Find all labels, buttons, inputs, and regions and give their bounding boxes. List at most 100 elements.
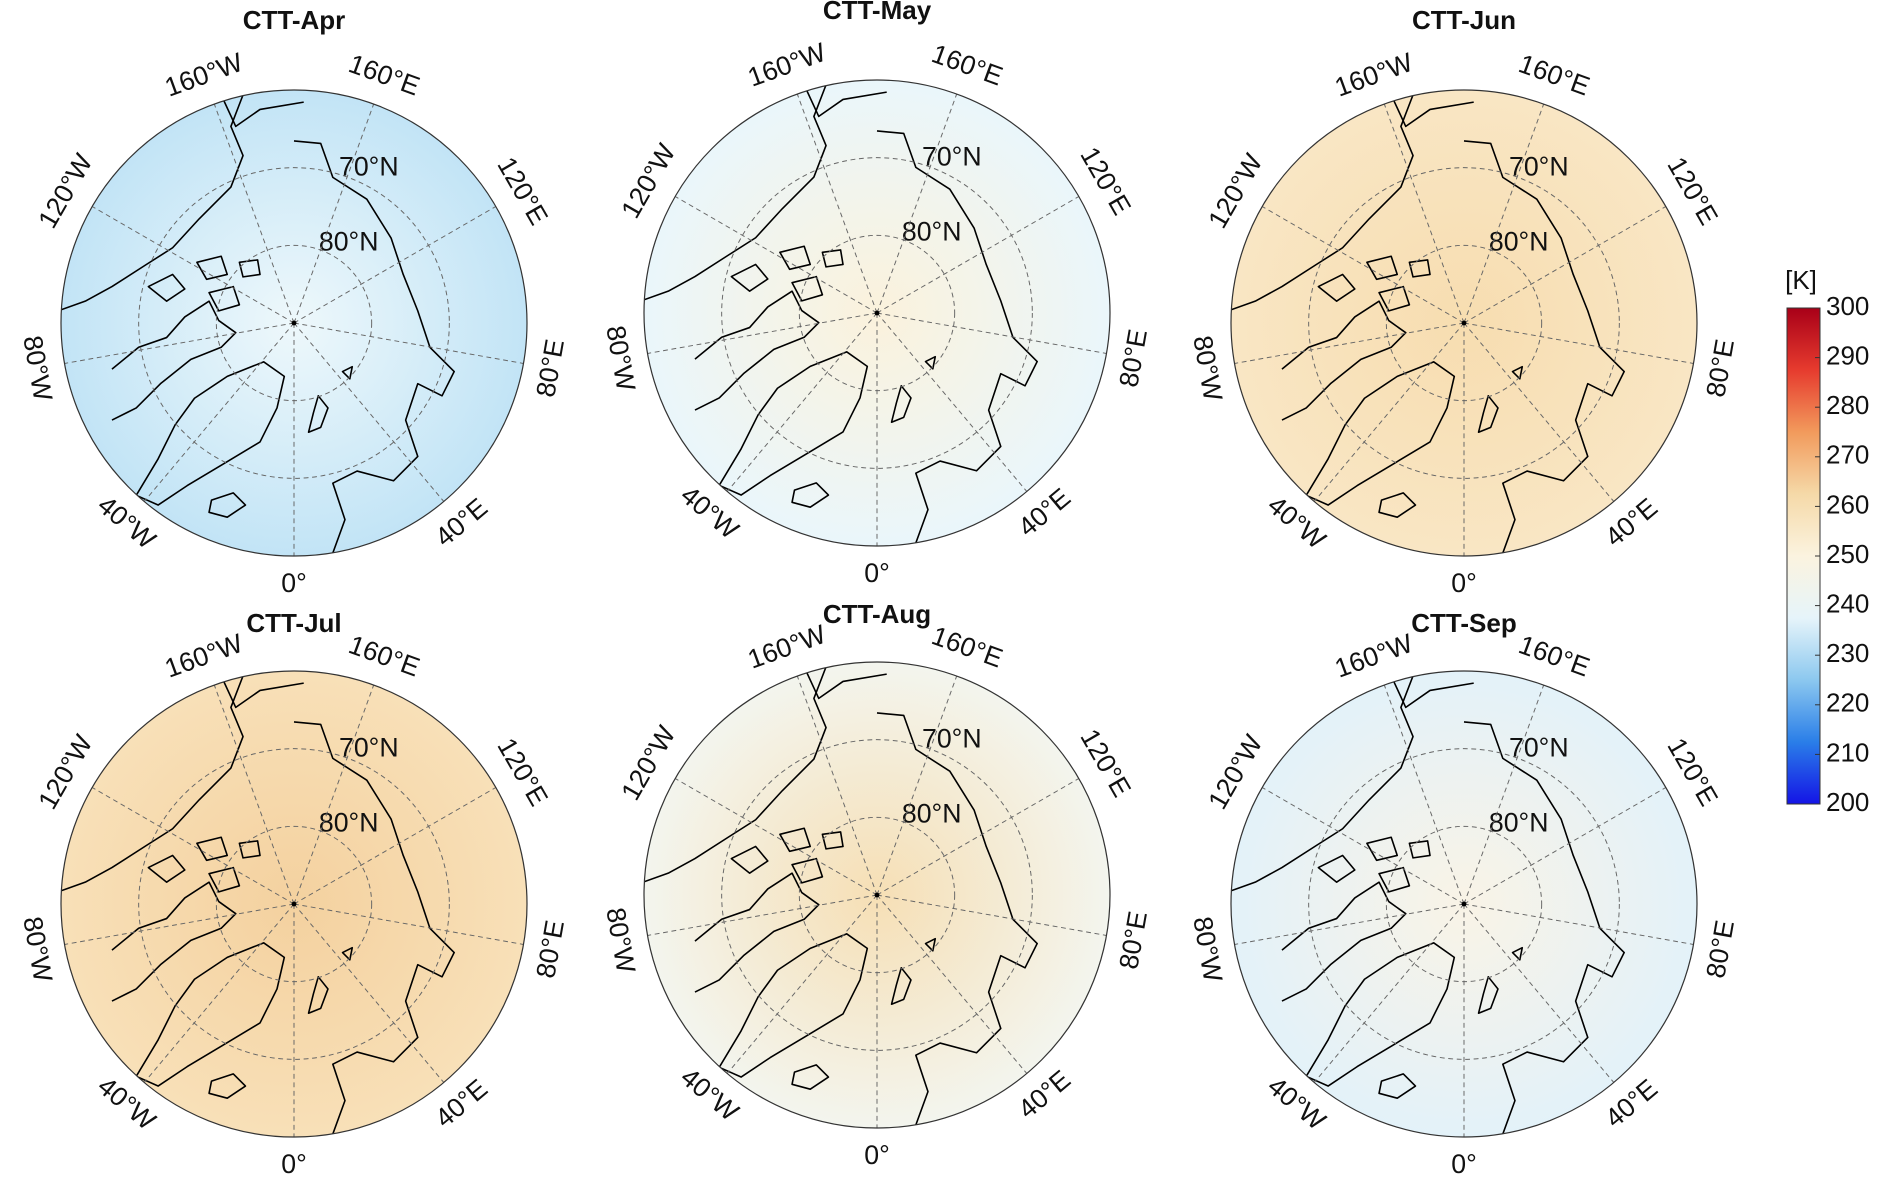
map-boundary [1230, 89, 1698, 557]
meridian-grid-line [293, 322, 445, 502]
map-area [61, 671, 527, 1137]
parallel-label: 80°N [1489, 807, 1549, 837]
parallel-label: 70°N [339, 732, 399, 762]
panel-title: CTT-Jun [1412, 5, 1516, 35]
parallel-grid-line [1308, 748, 1620, 1060]
meridian-label: 160°E [1515, 48, 1594, 101]
meridian-grid-line [143, 903, 295, 1083]
colorbar-tick-label: 300 [1826, 291, 1869, 321]
colorbar-tick-label: 210 [1826, 737, 1869, 767]
meridian-label: 0° [281, 568, 307, 598]
panel-title: CTT-Aug [823, 599, 931, 629]
panel-title: CTT-May [823, 0, 932, 25]
colorbar-tick-label: 230 [1826, 638, 1869, 668]
parallel-label: 70°N [922, 723, 982, 753]
map-panel: 70°N80°N0°40°E80°E120°E160°E160°W120°W80… [1187, 628, 1740, 1179]
meridian-grid-line [876, 312, 1107, 354]
meridian-label: 160°E [1515, 629, 1594, 682]
meridian-grid-line [91, 206, 295, 324]
meridian-label: 80°W [600, 323, 641, 394]
meridian-label: 160°W [161, 628, 248, 684]
panel-title: CTT-Jul [246, 608, 341, 638]
map-area [644, 662, 1110, 1128]
parallel-grid-line [721, 157, 1033, 469]
meridian-grid-line [647, 894, 878, 936]
meridian-label: 0° [864, 1140, 890, 1170]
meridian-label: 160°W [1331, 628, 1418, 684]
colorbar-tick-label: 250 [1826, 539, 1869, 569]
colorbar-tick-label: 280 [1826, 390, 1869, 420]
meridian-grid-line [293, 206, 497, 324]
map-area [1231, 90, 1697, 556]
pole-marker [874, 892, 880, 898]
map-panel: 70°N80°N0°40°E80°E120°E160°E160°W120°W80… [17, 628, 570, 1179]
meridian-grid-line [293, 903, 445, 1083]
meridian-label: 80°E [530, 918, 570, 980]
map-panel: 70°N80°N0°40°E80°E120°E160°E160°W120°W80… [600, 37, 1153, 588]
pole-marker [291, 320, 297, 326]
meridian-label: 80°E [1700, 918, 1740, 980]
meridian-grid-line [1313, 903, 1465, 1083]
meridian-label: 80°E [1113, 909, 1153, 971]
pole-marker [1461, 901, 1467, 907]
meridian-label: 80°W [600, 905, 641, 976]
meridian-grid-line [1463, 322, 1615, 502]
parallel-label: 80°N [319, 226, 379, 256]
parallel-label: 80°N [902, 216, 962, 246]
colorbar-tick-label: 220 [1826, 688, 1869, 718]
meridian-label: 160°W [1331, 47, 1418, 103]
map-boundary [60, 670, 528, 1138]
meridian-label: 0° [1451, 1149, 1477, 1179]
parallel-label: 70°N [1509, 151, 1569, 181]
map-area [644, 80, 1110, 546]
map-boundary [643, 661, 1111, 1129]
meridian-label: 80°W [1187, 914, 1228, 985]
map-area [1231, 671, 1697, 1137]
meridian-grid-line [876, 894, 1107, 936]
map-panel: 70°N80°N0°40°E80°E120°E160°E160°W120°W80… [17, 47, 570, 598]
parallel-grid-line [721, 739, 1033, 1051]
parallel-label: 70°N [1509, 732, 1569, 762]
colorbar-tick-label: 260 [1826, 489, 1869, 519]
meridian-grid-line [1463, 903, 1615, 1083]
colorbar-tick-label: 240 [1826, 588, 1869, 618]
map-panel: 70°N80°N0°40°E80°E120°E160°E160°W120°W80… [1187, 47, 1740, 598]
parallel-grid-line [1308, 167, 1620, 479]
map-area [61, 90, 527, 556]
meridian-label: 0° [281, 1149, 307, 1179]
meridian-grid-line [1261, 206, 1465, 324]
parallel-grid-line [138, 167, 450, 479]
map-boundary [1230, 670, 1698, 1138]
meridian-label: 160°E [928, 38, 1007, 91]
meridian-grid-line [1463, 787, 1667, 905]
meridian-label: 0° [864, 558, 890, 588]
meridian-grid-line [143, 322, 295, 502]
meridian-label: 80°W [17, 914, 58, 985]
meridian-label: 160°E [928, 620, 1007, 673]
parallel-label: 80°N [1489, 226, 1549, 256]
meridian-label: 160°E [345, 629, 424, 682]
meridian-label: 80°E [1700, 337, 1740, 399]
parallel-label: 70°N [922, 141, 982, 171]
parallel-label: 70°N [339, 151, 399, 181]
panel-title: CTT-Sep [1411, 608, 1516, 638]
meridian-label: 80°W [17, 333, 58, 404]
colorbar-tick-label: 200 [1826, 787, 1869, 817]
meridian-label: 80°W [1187, 333, 1228, 404]
map-boundary [643, 79, 1111, 547]
meridian-grid-line [647, 312, 878, 354]
pole-marker [874, 310, 880, 316]
panel-title: CTT-Apr [243, 5, 346, 35]
parallel-label: 80°N [902, 798, 962, 828]
meridian-label: 160°E [345, 48, 424, 101]
meridian-label: 160°W [161, 47, 248, 103]
colorbar-tick-label: 290 [1826, 340, 1869, 370]
colorbar-tick-label: 270 [1826, 440, 1869, 470]
map-panel: 70°N80°N0°40°E80°E120°E160°E160°W120°W80… [600, 619, 1153, 1170]
colorbar-scale [1786, 307, 1821, 805]
meridian-grid-line [1261, 787, 1465, 905]
meridian-grid-line [64, 903, 295, 945]
pole-marker [291, 901, 297, 907]
map-panels: 70°N80°N0°40°E80°E120°E160°E160°W120°W80… [17, 0, 1740, 1179]
